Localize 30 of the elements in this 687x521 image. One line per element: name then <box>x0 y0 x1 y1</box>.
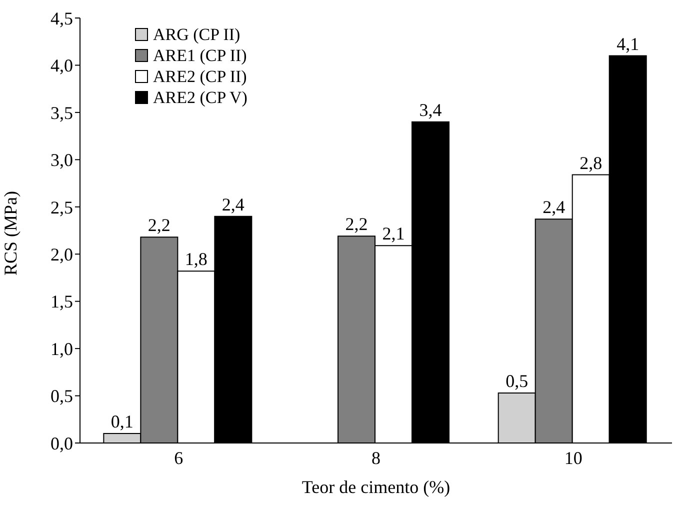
data-label: 2,4 <box>222 194 244 214</box>
legend-label: ARE2 (CP II) <box>153 66 247 86</box>
data-label: 3,4 <box>419 100 442 120</box>
x-tick-label: 10 <box>564 448 582 468</box>
data-label: 0,1 <box>110 412 134 432</box>
data-label: 2,1 <box>382 224 405 244</box>
y-tick-label: 0,5 <box>50 386 73 406</box>
data-label: 2,4 <box>542 197 566 218</box>
y-tick-label: 4,0 <box>50 56 73 76</box>
data-label: 2,2 <box>148 215 170 236</box>
y-tick-label: 3,5 <box>50 102 73 123</box>
data-label: 4,1 <box>616 34 640 54</box>
y-tick-label: 0,0 <box>50 433 73 454</box>
data-label: 2,2 <box>345 214 368 234</box>
y-tick-label: 1,5 <box>50 292 73 312</box>
legend-label: ARE1 (CP II) <box>153 46 247 66</box>
y-tick-label: 4,5 <box>50 8 73 28</box>
legend-label: ARE2 (CP V) <box>153 88 248 108</box>
y-tick-label: 2,5 <box>50 197 73 218</box>
data-label: 2,8 <box>580 152 602 173</box>
data-label: 1,8 <box>184 249 208 270</box>
data-label: 0,5 <box>506 370 528 391</box>
x-axis-title: Teor de cimento (%) <box>302 477 450 497</box>
legend-label: ARG (CP II) <box>153 24 240 44</box>
x-tick-label: 8 <box>372 448 380 468</box>
x-tick-label: 6 <box>174 448 184 468</box>
y-tick-label: 3,0 <box>50 150 73 170</box>
y-axis-title: RCS (MPa) <box>0 190 20 276</box>
y-tick-label: 2,0 <box>50 244 73 264</box>
y-tick-label: 1,0 <box>50 338 73 359</box>
